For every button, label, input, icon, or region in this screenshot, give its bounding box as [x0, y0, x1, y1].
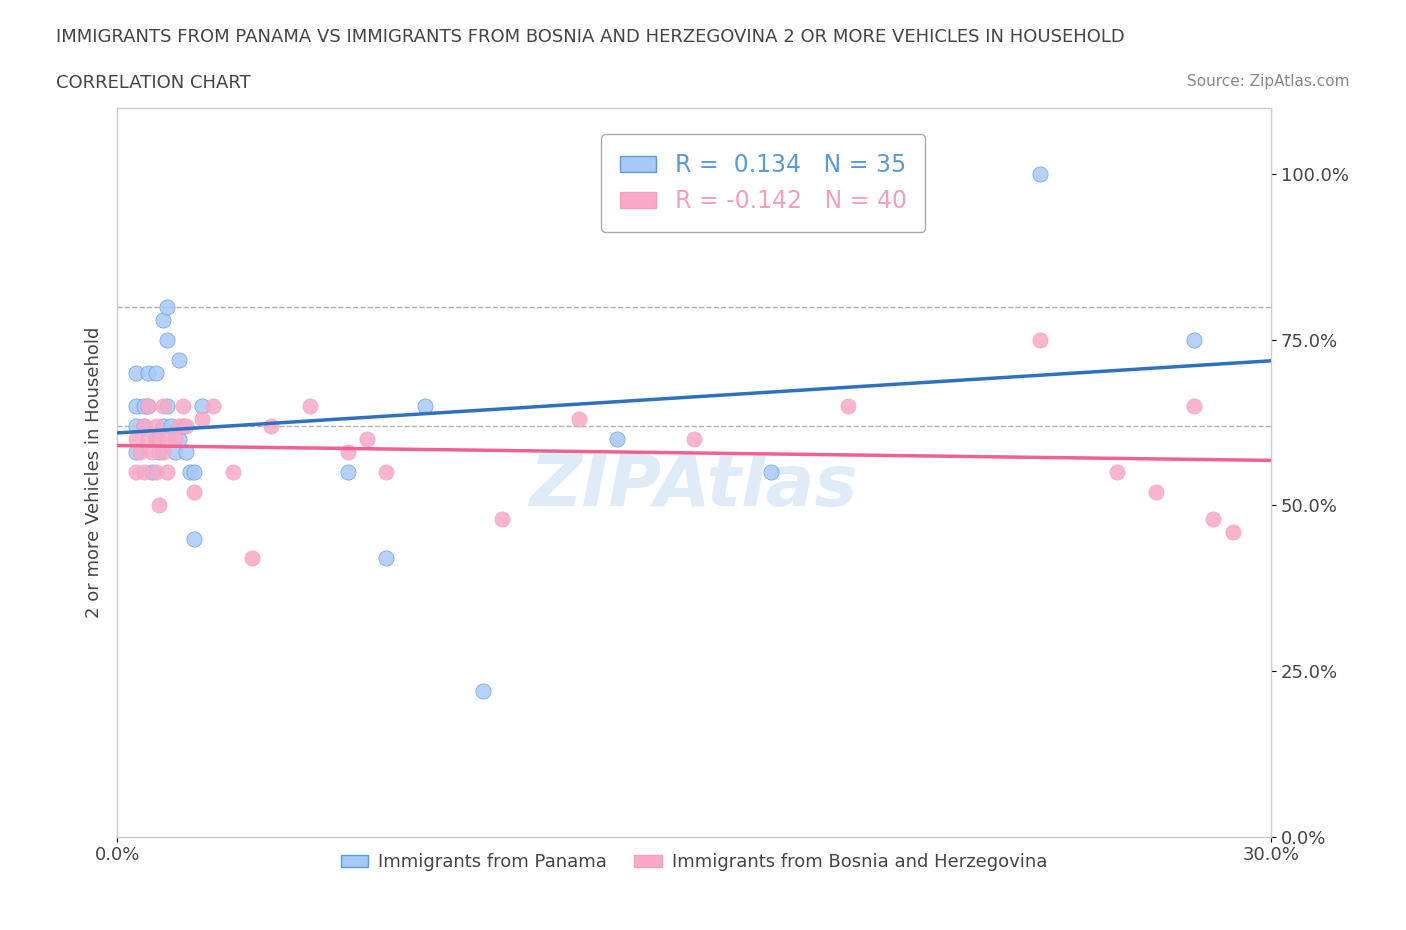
Point [183, 485, 205, 499]
Point [156, 432, 179, 446]
Text: IMMIGRANTS FROM PANAMA VS IMMIGRANTS FROM BOSNIA AND HERZEGOVINA 2 OR MORE VEHIC: IMMIGRANTS FROM PANAMA VS IMMIGRANTS FRO… [56, 28, 1125, 46]
Point [202, 399, 225, 414]
Point [129, 445, 152, 460]
Point [156, 399, 179, 414]
Point [136, 365, 159, 380]
Point [132, 418, 155, 433]
Point [145, 465, 167, 480]
Y-axis label: 2 or more Vehicles in Household: 2 or more Vehicles in Household [86, 326, 103, 618]
Point [172, 418, 194, 433]
Point [491, 512, 513, 526]
Point [260, 418, 283, 433]
Point [136, 399, 159, 414]
Point [172, 399, 194, 414]
Point [141, 465, 163, 480]
Point [568, 412, 591, 427]
Point [141, 445, 163, 460]
Point [163, 432, 186, 446]
Point [152, 399, 174, 414]
Point [148, 432, 170, 446]
Point [375, 551, 398, 566]
Point [183, 531, 205, 546]
Point [145, 418, 167, 433]
Point [191, 412, 214, 427]
Point [167, 418, 190, 433]
Point [683, 432, 706, 446]
Point [152, 445, 174, 460]
Point [356, 432, 378, 446]
Point [160, 418, 183, 433]
Legend: Immigrants from Panama, Immigrants from Bosnia and Herzegovina: Immigrants from Panama, Immigrants from … [333, 846, 1054, 879]
Point [1202, 512, 1225, 526]
Point [375, 465, 398, 480]
Point [183, 465, 205, 480]
Point [1144, 485, 1167, 499]
Point [167, 432, 190, 446]
Point [1222, 525, 1244, 539]
Point [176, 445, 198, 460]
Point [156, 465, 179, 480]
Point [606, 432, 628, 446]
Text: ZIPAtlas: ZIPAtlas [530, 452, 859, 522]
Point [240, 551, 263, 566]
Text: Source: ZipAtlas.com: Source: ZipAtlas.com [1187, 74, 1350, 89]
Point [471, 684, 494, 698]
Point [152, 418, 174, 433]
Point [125, 365, 148, 380]
Point [163, 445, 186, 460]
Point [1182, 332, 1205, 347]
Point [152, 312, 174, 327]
Point [1029, 332, 1052, 347]
Point [148, 445, 170, 460]
Point [148, 498, 170, 513]
Point [837, 399, 859, 414]
Point [132, 418, 155, 433]
Point [1182, 399, 1205, 414]
Point [125, 465, 148, 480]
Point [179, 465, 201, 480]
Point [167, 352, 190, 367]
Point [336, 445, 359, 460]
Point [221, 465, 243, 480]
Point [136, 432, 159, 446]
Point [298, 399, 321, 414]
Point [413, 399, 436, 414]
Point [125, 445, 148, 460]
Point [145, 365, 167, 380]
Point [1107, 465, 1129, 480]
Text: CORRELATION CHART: CORRELATION CHART [56, 74, 252, 92]
Point [132, 465, 155, 480]
Point [176, 418, 198, 433]
Point [136, 399, 159, 414]
Point [336, 465, 359, 480]
Point [759, 465, 782, 480]
Point [1029, 166, 1052, 181]
Point [145, 432, 167, 446]
Point [156, 299, 179, 314]
Point [132, 399, 155, 414]
Point [125, 432, 148, 446]
Point [125, 399, 148, 414]
Point [125, 418, 148, 433]
Point [156, 332, 179, 347]
Point [191, 399, 214, 414]
